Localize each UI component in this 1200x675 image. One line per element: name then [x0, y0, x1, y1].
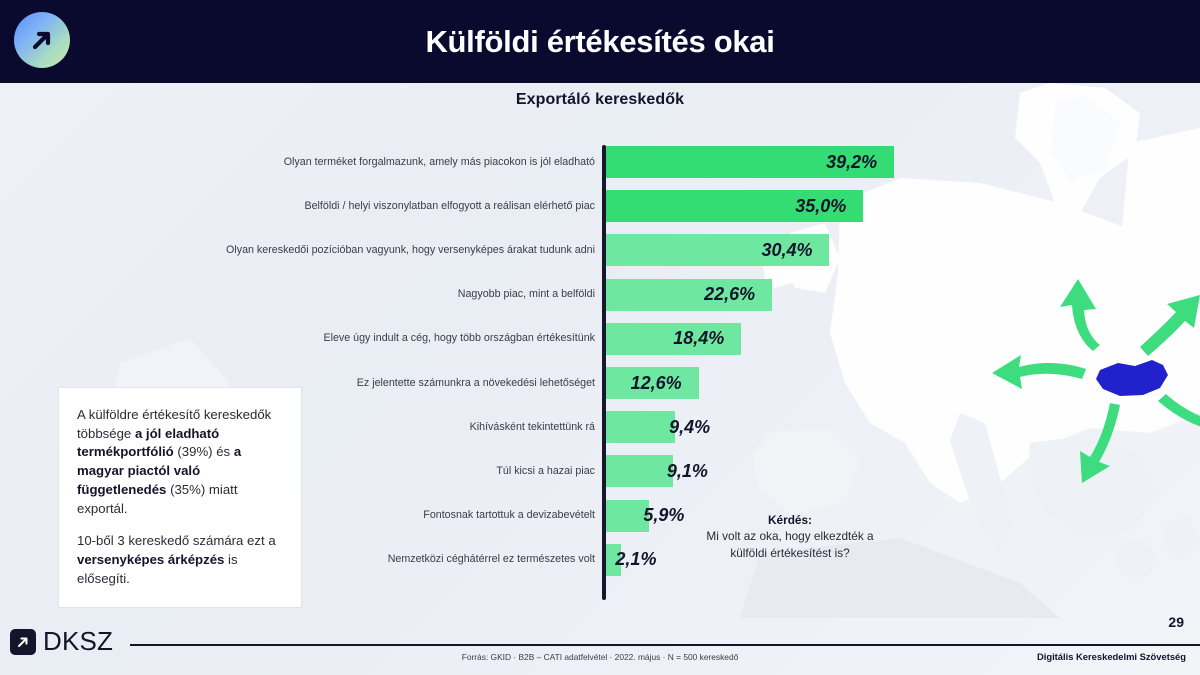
chart-row: Olyan terméket forgalmazunk, amely más p… — [140, 140, 910, 184]
arrow-down-left-icon — [1080, 403, 1120, 483]
bar-chart: Olyan terméket forgalmazunk, amely más p… — [140, 140, 910, 600]
footer-brand: DKSZ — [10, 626, 113, 657]
bar-value-label: 35,0% — [795, 195, 847, 216]
callout-p1-bold2: a magyar piactól való függetlenedés — [77, 444, 242, 497]
footer-divider — [130, 644, 1200, 646]
callout-paragraph-2: 10-ből 3 kereskedő számára ezt a verseny… — [77, 532, 281, 588]
arrow-down-right-icon — [1158, 394, 1200, 427]
bar-value-label: 39,2% — [826, 151, 878, 172]
arrow-up-right-icon — [1140, 295, 1200, 356]
bar — [606, 322, 742, 355]
bar-value-label: 9,1% — [666, 460, 708, 481]
question-block: Kérdés: Mi volt az oka, hogy elkezdték a… — [690, 512, 890, 561]
chart-row: Belföldi / helyi viszonylatban elfogyott… — [140, 184, 910, 228]
bar — [606, 234, 830, 267]
bar — [606, 146, 895, 179]
bar — [606, 499, 650, 532]
export-arrows — [992, 279, 1200, 483]
bar — [606, 543, 622, 576]
bar-container: 39,2% — [606, 146, 895, 179]
bar-value-label: 22,6% — [704, 284, 756, 305]
bar-category-label: Ez jelentette számunkra a növekedési leh… — [356, 376, 595, 389]
bar-category-label: Olyan kereskedői pozícióban vagyunk, hog… — [226, 244, 595, 257]
question-text: Mi volt az oka, hogy elkezdték a külföld… — [706, 529, 874, 560]
chart-rows: Olyan terméket forgalmazunk, amely más p… — [140, 140, 910, 582]
callout-paragraph-1: A külföldre értékesítő kereskedők többsé… — [77, 406, 281, 518]
page-title: Külföldi értékesítés okai — [425, 23, 775, 59]
page-number: 29 — [1168, 614, 1184, 630]
bar-category-label: Nemzetközi céghátérrel ez természetes vo… — [387, 553, 595, 566]
bar-container: 2,1% — [606, 543, 666, 576]
bar-category-label: Fontosnak tartottuk a devizabevételt — [423, 509, 595, 522]
bar-category-label: Belföldi / helyi viszonylatban elfogyott… — [304, 199, 595, 212]
brand-logo-icon — [14, 12, 70, 68]
bar — [606, 367, 699, 400]
callout-p1-text3: (35%) miatt exportál. — [77, 481, 238, 516]
chart-row: Túl kicsi a hazai piac 9,1% — [140, 449, 910, 493]
callout-p1-text1: A külföldre értékesítő kereskedők többsé… — [77, 407, 272, 441]
bar-container: 5,9% — [606, 499, 694, 532]
callout-p1-bold1: a jól eladható termékportfólió — [77, 425, 220, 460]
callout-p1-text2: (39%) és — [173, 444, 234, 460]
callout-p2-text1: 10-ből 3 kereskedő számára ezt a — [77, 533, 276, 549]
bar-category-label: Nagyobb piac, mint a belföldi — [457, 288, 595, 301]
chart-row: Fontosnak tartottuk a devizabevételt 5,9% — [140, 494, 910, 538]
chart-row: Ez jelentette számunkra a növekedési leh… — [140, 361, 910, 405]
chart-axis — [602, 145, 606, 600]
bar-container: 30,4% — [606, 234, 830, 267]
bar-container: 22,6% — [606, 278, 773, 311]
bar-container: 35,0% — [606, 190, 864, 223]
bar-container: 9,4% — [606, 411, 720, 444]
bar-container: 18,4% — [606, 322, 742, 355]
insight-callout: A külföldre értékesítő kereskedők többsé… — [58, 387, 302, 608]
chart-row: Nemzetközi céghátérrel ez természetes vo… — [140, 538, 910, 582]
bar-container: 9,1% — [606, 455, 718, 488]
chart-subtitle: Exportáló kereskedők — [515, 91, 685, 108]
bar-category-label: Eleve úgy indult a cég, hogy több ország… — [323, 332, 595, 345]
bar — [606, 455, 673, 488]
bar-category-label: Kihívásként tekintettünk rá — [469, 420, 595, 433]
chart-row: Nagyobb piac, mint a belföldi 22,6% — [140, 273, 910, 317]
bar-value-label: 9,4% — [669, 416, 711, 437]
dksz-mark-icon — [10, 628, 36, 655]
bar-value-label: 2,1% — [615, 549, 657, 570]
callout-p2-text2: is elősegíti. — [77, 552, 238, 586]
bar — [606, 411, 676, 444]
brand-name: DKSZ — [43, 626, 114, 656]
slide-footer: DKSZ Forrás: GKID · B2B – CATI adatfelvé… — [0, 614, 1200, 675]
bar — [606, 278, 773, 311]
chart-row: Olyan kereskedői pozícióban vagyunk, hog… — [140, 228, 910, 272]
chart-row: Kihívásként tekintettünk rá 9,4% — [140, 405, 910, 449]
bar-value-label: 18,4% — [673, 328, 725, 349]
chart-row: Eleve úgy indult a cég, hogy több ország… — [140, 317, 910, 361]
question-title: Kérdés: — [768, 513, 812, 527]
bar-value-label: 30,4% — [761, 239, 813, 260]
bar-value-label: 5,9% — [643, 505, 685, 526]
callout-p2-bold1: versenyképes árképzés — [77, 552, 225, 568]
arrow-up-left-icon — [1060, 279, 1100, 351]
slide-header: Külföldi értékesítés okai — [0, 0, 1200, 83]
hungary-shape — [1096, 360, 1168, 396]
arrow-left-icon — [992, 355, 1086, 389]
bar-category-label: Olyan terméket forgalmazunk, amely más p… — [283, 155, 595, 168]
source-note: Forrás: GKID · B2B – CATI adatfelvétel ·… — [461, 652, 739, 662]
bar-category-label: Túl kicsi a hazai piac — [496, 464, 595, 477]
association-name: Digitális Kereskedelmi Szövetség — [1036, 651, 1186, 662]
bar-value-label: 12,6% — [630, 372, 682, 393]
bar-container: 12,6% — [606, 367, 699, 400]
bar — [606, 190, 864, 223]
